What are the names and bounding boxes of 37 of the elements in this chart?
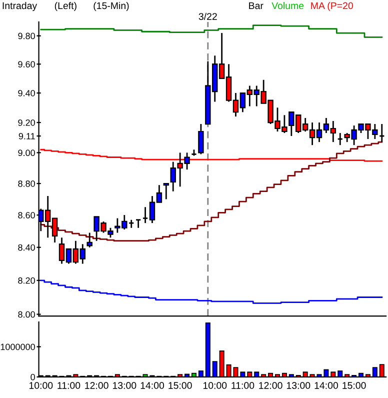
- x-tick-label: 15:00: [342, 382, 366, 389]
- x-tick-label: 12:00: [85, 382, 108, 389]
- text: 3/22: [198, 12, 217, 20]
- x-tick-label: 11:00: [58, 382, 80, 389]
- y-tick-label: 9.00: [18, 150, 35, 156]
- candlestick: [135, 219, 142, 229]
- text: Bar: [249, 2, 264, 10]
- y-tick-label: 9.60: [18, 61, 35, 68]
- y-tick-label: 9.11: [18, 132, 35, 140]
- x-tick-label: 14:00: [314, 382, 338, 389]
- x-tick-label: 10:00: [203, 382, 227, 389]
- x-tick-label: 14:00: [140, 382, 164, 389]
- y-tick-label: 8.00: [18, 311, 35, 318]
- y-tick-label: 8.20: [18, 277, 35, 284]
- x-tick-label: 13:00: [286, 382, 310, 389]
- x-tick-label: 13:00: [112, 382, 136, 389]
- y-tick-label: 9.40: [18, 90, 35, 96]
- text: MA (P=20: [311, 2, 353, 12]
- y-tick-label: 8.80: [18, 180, 35, 187]
- candlestick: [86, 232, 92, 248]
- text: (Left): [54, 2, 76, 12]
- x-tick-label: 12:00: [259, 382, 282, 389]
- x-tick-label: 10:00: [29, 382, 53, 389]
- text: (15-Min): [94, 2, 129, 12]
- y-tick-label: 9.20: [18, 119, 35, 126]
- x-tick-label: 15:00: [168, 382, 192, 389]
- y-tick-label: 1000000: [0, 344, 35, 350]
- candlestick: [142, 206, 148, 224]
- chart-title: Intraday: [2, 2, 38, 12]
- x-tick-label: 11:00: [232, 382, 254, 389]
- y-tick-label: 0: [30, 374, 35, 380]
- candlestick: [198, 123, 204, 155]
- y-tick-label: 8.40: [18, 244, 35, 251]
- candlestick: [163, 182, 170, 200]
- y-tick-label: 8.60: [18, 212, 35, 218]
- y-tick-label: 9.80: [18, 32, 35, 40]
- text: Volume: [272, 2, 304, 10]
